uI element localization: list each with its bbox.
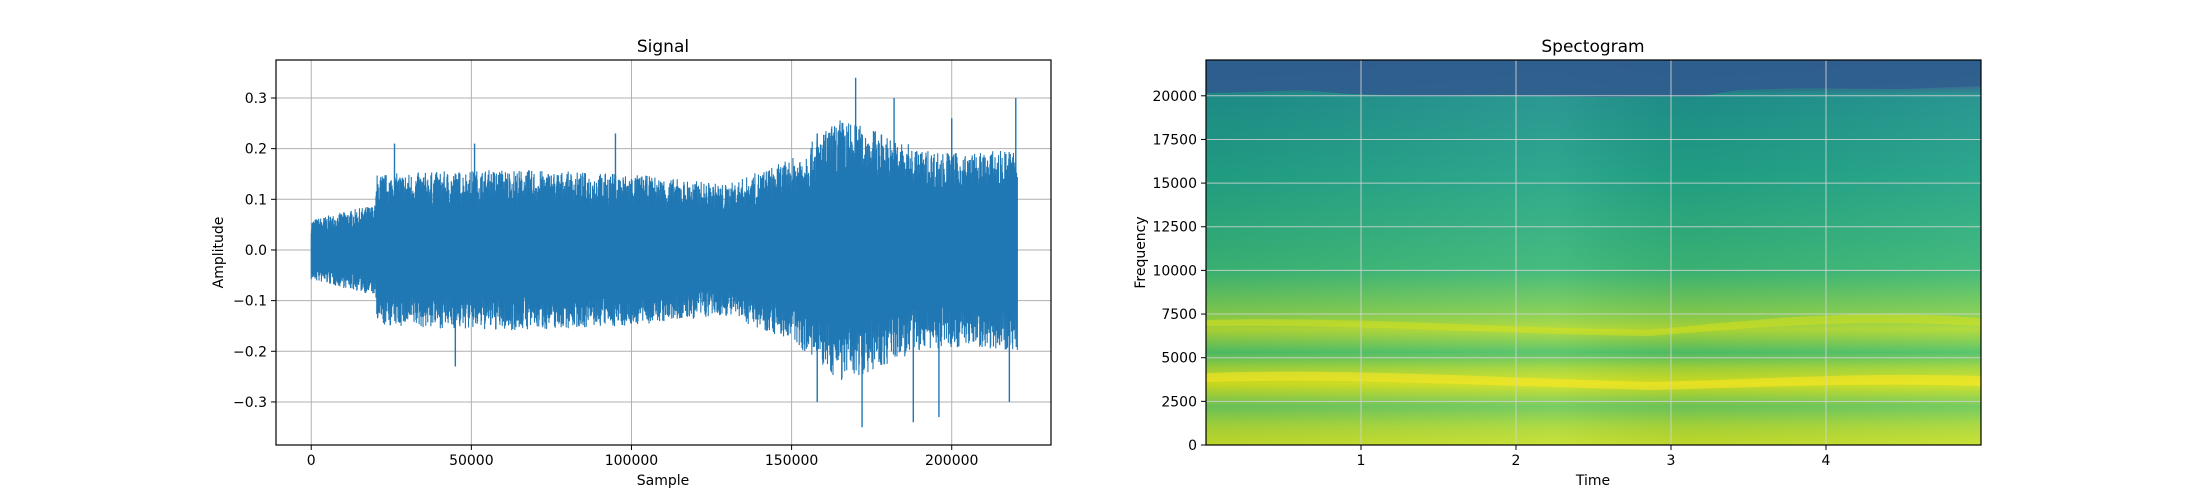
signal-y-tick-label: 0.0 — [245, 243, 267, 259]
signal-x-tick-label: 150000 — [765, 453, 818, 469]
spectrogram-image — [1206, 60, 1981, 445]
signal-y-tick-label: 0.2 — [245, 142, 267, 158]
spectrogram-y-tick-label: 7500 — [1161, 307, 1197, 323]
signal-title: Signal — [637, 37, 689, 57]
spectrogram-y-tick-label: 5000 — [1161, 351, 1197, 367]
spectrogram-y-ticks: 0 2500 5000 7500 10000 12500 15000 17500 20000 — [1152, 89, 1206, 454]
signal-x-tick-label: 0 — [307, 453, 316, 469]
spectrogram-xlabel: Time — [1575, 473, 1610, 489]
signal-series-line — [310, 120, 1018, 380]
signal-y-tick-label: −0.1 — [233, 294, 267, 310]
signal-x-ticks: 0 50000 100000 150000 200000 — [307, 445, 978, 469]
signal-y-ticks: −0.3 −0.2 −0.1 0.0 0.1 0.2 0.3 — [233, 91, 276, 411]
spectrogram-x-tick-label: 2 — [1512, 453, 1521, 469]
spectrogram-y-tick-label: 10000 — [1152, 263, 1197, 279]
signal-waveform — [310, 77, 1018, 428]
spectrogram-y-tick-label: 17500 — [1152, 132, 1197, 148]
signal-x-tick-label: 100000 — [605, 453, 658, 469]
signal-plot-frame — [275, 59, 1052, 446]
spectrogram-y-tick-label: 2500 — [1161, 394, 1197, 410]
spectrogram-ylabel: Frequency — [1133, 216, 1149, 288]
spectrogram-title: Spectogram — [1541, 37, 1644, 57]
signal-ylabel: Amplitude — [211, 217, 227, 289]
signal-x-tick-label: 50000 — [449, 453, 494, 469]
spectrogram-y-tick-label: 12500 — [1152, 220, 1197, 236]
signal-y-tick-label: 0.3 — [245, 91, 267, 107]
spectrogram-x-ticks: 1 2 3 4 — [1357, 445, 1831, 469]
spectrogram-y-tick-label: 15000 — [1152, 176, 1197, 192]
spectrogram-y-tick-label: 0 — [1188, 438, 1197, 454]
spectrogram-x-tick-label: 1 — [1357, 453, 1366, 469]
spectrogram-plot-frame — [1205, 59, 1982, 446]
signal-xlabel: Sample — [637, 473, 690, 489]
signal-y-tick-label: −0.2 — [233, 344, 267, 360]
signal-x-tick-label: 200000 — [925, 453, 978, 469]
spectrogram-y-tick-label: 20000 — [1152, 89, 1197, 105]
spectrogram-x-tick-label: 3 — [1667, 453, 1676, 469]
signal-chart: Signal 0 50000 100000 150000 200000 −0.3 −0.2… — [211, 37, 1052, 489]
signal-y-tick-label: 0.1 — [245, 192, 267, 208]
signal-y-tick-label: −0.3 — [233, 395, 267, 411]
spectrogram-chart: Spectogram 1 2 3 4 0 2500 5000 7500 10000 12500 1… — [1133, 37, 1982, 489]
spectrogram-x-tick-label: 4 — [1822, 453, 1831, 469]
